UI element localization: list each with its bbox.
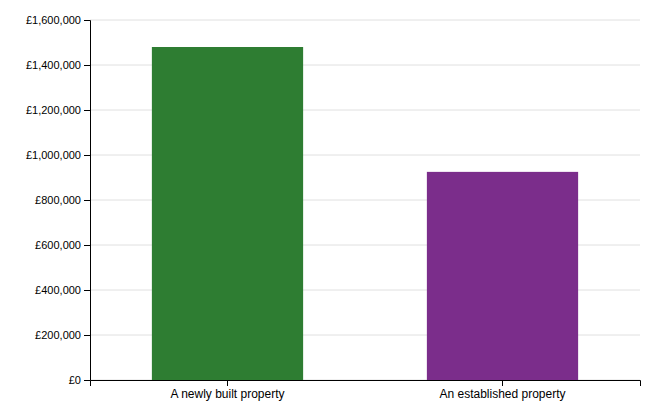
tick-mark (84, 290, 90, 291)
tick-label: A newly built property (170, 387, 284, 401)
y-tick: £1,200,000 (26, 104, 90, 116)
bars (152, 47, 578, 380)
tick-mark (84, 65, 90, 66)
tick-mark (84, 110, 90, 111)
y-axis: £0 £200,000 £400,000 £600,000 £800,000 £1,000… (26, 14, 91, 386)
tick-label: £200,000 (35, 329, 81, 341)
tick-mark (502, 380, 503, 386)
y-tick: £800,000 (35, 194, 90, 206)
tick-label: £1,200,000 (26, 104, 81, 116)
y-tick: £600,000 (35, 239, 90, 251)
y-tick: £1,600,000 (26, 14, 90, 26)
axis-domain (84, 21, 91, 381)
y-tick: £200,000 (35, 329, 90, 341)
x-tick: A newly built property (170, 380, 284, 401)
grid-line (90, 20, 640, 21)
bar (427, 172, 578, 380)
x-tick: An established property (439, 380, 565, 401)
tick-mark (84, 380, 90, 381)
y-tick: £0 (69, 374, 90, 386)
tick-mark (227, 380, 228, 386)
y-tick: £1,000,000 (26, 149, 90, 161)
plot: £0 £200,000 £400,000 £600,000 £800,000 £1,000… (26, 14, 641, 401)
tick-mark (84, 200, 90, 201)
tick-mark (84, 245, 90, 246)
tick-label: £800,000 (35, 194, 81, 206)
y-tick: £1,400,000 (26, 59, 90, 71)
tick-label: An established property (439, 387, 565, 401)
bar (152, 47, 303, 380)
tick-label: £1,400,000 (26, 59, 81, 71)
tick-label: £1,000,000 (26, 149, 81, 161)
tick-label: £0 (69, 374, 81, 386)
chart: £0 £200,000 £400,000 £600,000 £800,000 £1,000… (0, 0, 660, 420)
tick-mark (84, 20, 90, 21)
x-axis: A newly built property An established pro… (91, 380, 641, 401)
axis-domain (91, 381, 641, 387)
tick-label: £1,600,000 (26, 14, 81, 26)
y-tick: £400,000 (35, 284, 90, 296)
tick-label: £400,000 (35, 284, 81, 296)
tick-mark (84, 155, 90, 156)
grid (90, 20, 640, 380)
tick-label: £600,000 (35, 239, 81, 251)
tick-mark (84, 335, 90, 336)
